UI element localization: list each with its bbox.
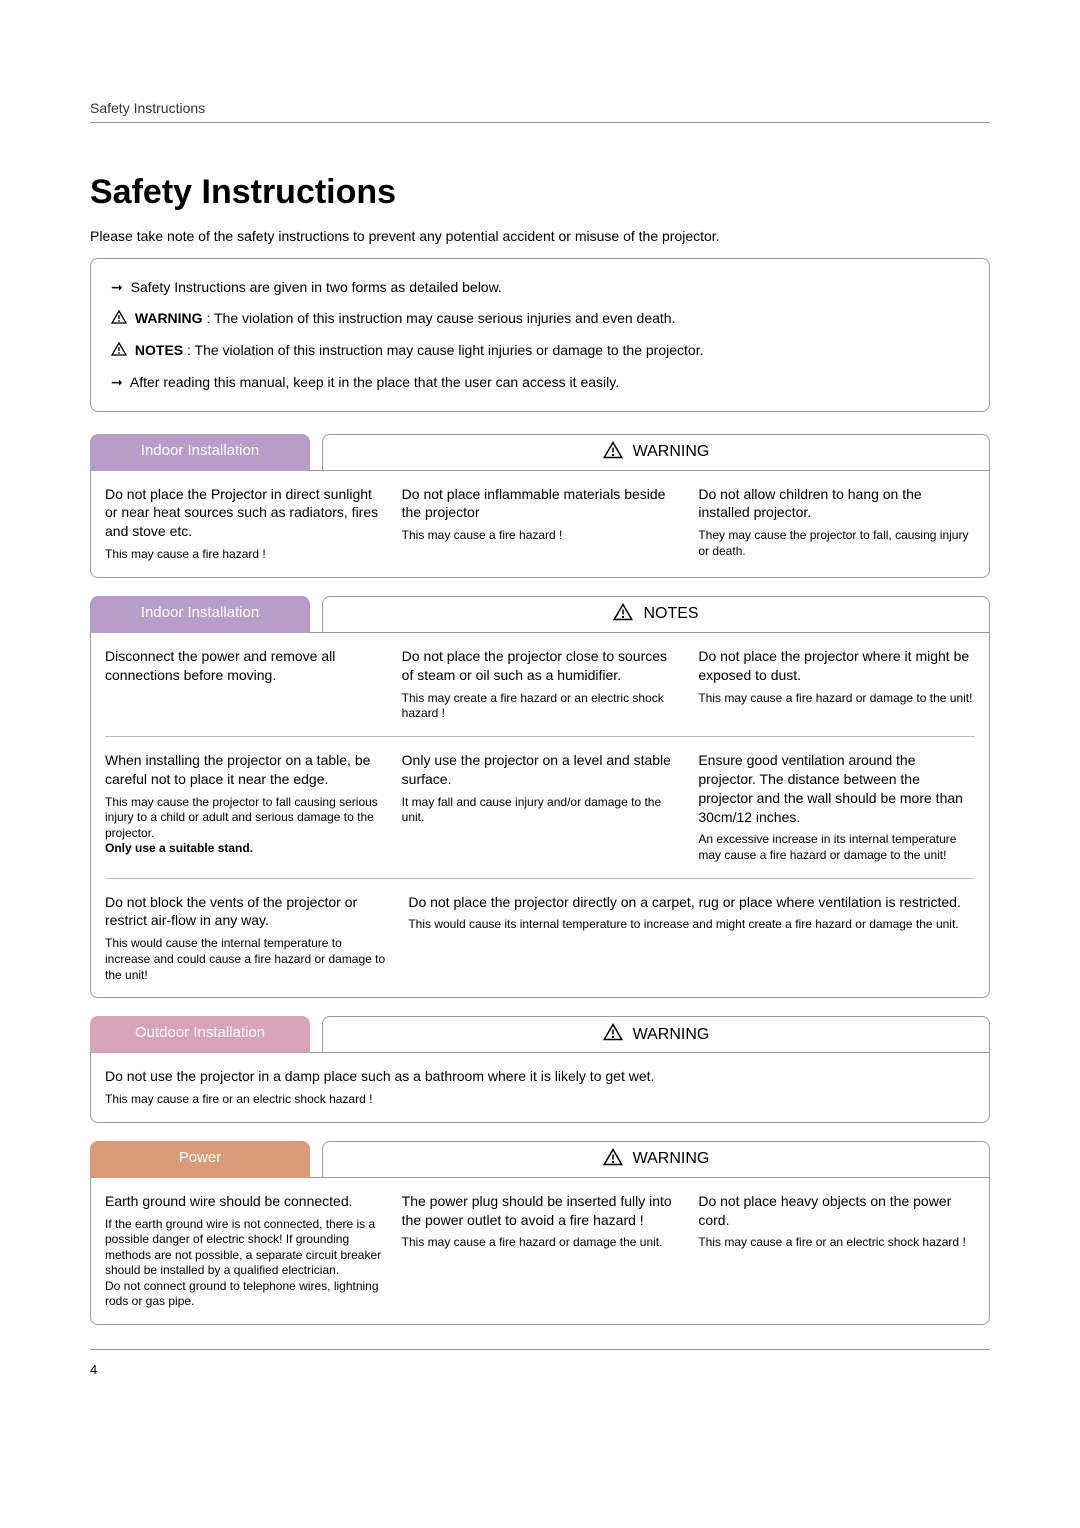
cell-main-text: When installing the projector on a table…	[105, 751, 382, 789]
cell-sub-text: This may cause a fire or an electric sho…	[105, 1092, 975, 1108]
content-box: Do not place the Projector in direct sun…	[90, 470, 990, 578]
section-label: WARNING	[322, 434, 990, 471]
section-header: Outdoor Installation WARNING	[90, 1016, 990, 1053]
cell-sub-text: An excessive increase in its internal te…	[698, 832, 975, 863]
cell-sub-text: This may create a fire hazard or an elec…	[402, 691, 679, 722]
section-header: Indoor Installation WARNING	[90, 434, 990, 471]
row: Disconnect the power and remove all conn…	[105, 647, 975, 722]
cell: Do not place the Projector in direct sun…	[105, 485, 382, 563]
cell-sub-text: This may cause a fire hazard !	[402, 528, 679, 544]
cell: Do not use the projector in a damp place…	[105, 1067, 975, 1107]
page-title: Safety Instructions	[90, 173, 990, 212]
cell: Do not place the projector where it migh…	[698, 647, 975, 722]
cell-sub-text: This would cause its internal temperatur…	[408, 917, 975, 933]
intro-text: Please take note of the safety instructi…	[90, 228, 990, 244]
intro-warning-label: WARNING	[135, 310, 203, 326]
content-box: Do not use the projector in a damp place…	[90, 1052, 990, 1122]
section-label: WARNING	[322, 1141, 990, 1178]
section-label-text: WARNING	[633, 1150, 710, 1168]
cell: Do not place heavy objects on the power …	[698, 1192, 975, 1310]
cell-main-text: Do not place the projector where it migh…	[698, 647, 975, 685]
intro-notes-line: NOTES : The violation of this instructio…	[111, 340, 969, 362]
cell-main-text: The power plug should be inserted fully …	[402, 1192, 679, 1230]
row: Do not place the Projector in direct sun…	[105, 485, 975, 563]
cell-sub-text: If the earth ground wire is not connecte…	[105, 1217, 382, 1311]
cell-main-text: Do not place the projector close to sour…	[402, 647, 679, 685]
cell: Do not place the projector directly on a…	[408, 893, 975, 984]
cell-main-text: Ensure good ventilation around the proje…	[698, 751, 975, 827]
cell: Ensure good ventilation around the proje…	[698, 751, 975, 864]
cell-main-text: Do not place heavy objects on the power …	[698, 1192, 975, 1230]
intro-line-1: ➞ Safety Instructions are given in two f…	[111, 277, 969, 298]
cell-sub-text: This would cause the internal temperatur…	[105, 936, 388, 983]
cell: When installing the projector on a table…	[105, 751, 382, 864]
cell: The power plug should be inserted fully …	[402, 1192, 679, 1310]
row: When installing the projector on a table…	[105, 751, 975, 864]
cell-main-text: Do not place the projector directly on a…	[408, 893, 975, 912]
cell: Do not place the projector close to sour…	[402, 647, 679, 722]
section-label: NOTES	[322, 596, 990, 633]
content-box: Earth ground wire should be connected. If…	[90, 1177, 990, 1325]
cell-main-text: Only use the projector on a level and st…	[402, 751, 679, 789]
cell-main-text: Do not block the vents of the projector …	[105, 893, 388, 931]
section-tab: Power	[90, 1141, 310, 1178]
row-divider	[105, 878, 975, 879]
cell-sub-text: This may cause a fire hazard or damage t…	[698, 691, 975, 707]
cell: Earth ground wire should be connected. If…	[105, 1192, 382, 1310]
cell-sub-text: It may fall and cause injury and/or dama…	[402, 795, 679, 826]
cell-main-text: Earth ground wire should be connected.	[105, 1192, 382, 1211]
warning-icon	[603, 1148, 623, 1171]
intro-warning-text: : The violation of this instruction may …	[206, 310, 675, 326]
cell: Do not block the vents of the projector …	[105, 893, 388, 984]
row: Earth ground wire should be connected. If…	[105, 1192, 975, 1310]
row-divider	[105, 736, 975, 737]
cell-sub-text: They may cause the projector to fall, ca…	[698, 528, 975, 559]
section-label-text: WARNING	[633, 443, 710, 461]
row: Do not use the projector in a damp place…	[105, 1067, 975, 1107]
intro-line-4: ➞ After reading this manual, keep it in …	[111, 372, 969, 393]
page-number: 4	[90, 1362, 990, 1377]
section-header: Indoor Installation NOTES	[90, 596, 990, 633]
intro-notes-text: : The violation of this instruction may …	[187, 342, 703, 358]
footer-rule	[90, 1349, 990, 1350]
warning-icon	[603, 441, 623, 464]
intro-line-4-text: After reading this manual, keep it in th…	[130, 374, 619, 390]
cell-main-text: Do not place the Projector in direct sun…	[105, 485, 382, 542]
cell-sub-text: This may cause a fire hazard or damage t…	[402, 1235, 679, 1251]
intro-line-1-text: Safety Instructions are given in two for…	[131, 279, 502, 295]
section-header: Power WARNING	[90, 1141, 990, 1178]
warning-icon	[603, 1023, 623, 1046]
warning-icon	[111, 309, 127, 330]
warning-icon	[613, 603, 633, 626]
section-label-text: WARNING	[633, 1026, 710, 1044]
row: Do not block the vents of the projector …	[105, 893, 975, 984]
cell: Disconnect the power and remove all conn…	[105, 647, 382, 722]
arrow-icon: ➞	[111, 279, 123, 295]
cell-main-text: Do not place inflammable materials besid…	[402, 485, 679, 523]
cell: Do not place inflammable materials besid…	[402, 485, 679, 563]
cell-sub-text: This may cause a fire or an electric sho…	[698, 1235, 975, 1251]
cell: Do not allow children to hang on the ins…	[698, 485, 975, 563]
section-tab: Indoor Installation	[90, 596, 310, 633]
cell-main-text: Do not allow children to hang on the ins…	[698, 485, 975, 523]
cell-main-text: Do not use the projector in a damp place…	[105, 1067, 975, 1086]
content-box: Disconnect the power and remove all conn…	[90, 632, 990, 998]
header-rule	[90, 122, 990, 123]
intro-box: ➞ Safety Instructions are given in two f…	[90, 258, 990, 412]
cell-sub-text: This may cause a fire hazard !	[105, 547, 382, 563]
section-tab: Outdoor Installation	[90, 1016, 310, 1053]
intro-warning-line: WARNING : The violation of this instruct…	[111, 308, 969, 330]
cell: Only use the projector on a level and st…	[402, 751, 679, 864]
cell-main-text: Disconnect the power and remove all conn…	[105, 647, 382, 685]
arrow-icon: ➞	[111, 374, 123, 390]
warning-icon	[111, 341, 127, 362]
intro-notes-label: NOTES	[135, 342, 183, 358]
header-label: Safety Instructions	[90, 100, 990, 116]
section-label: WARNING	[322, 1016, 990, 1053]
section-tab: Indoor Installation	[90, 434, 310, 471]
cell-sub-text: This may cause the projector to fall cau…	[105, 795, 382, 857]
section-label-text: NOTES	[643, 605, 698, 623]
